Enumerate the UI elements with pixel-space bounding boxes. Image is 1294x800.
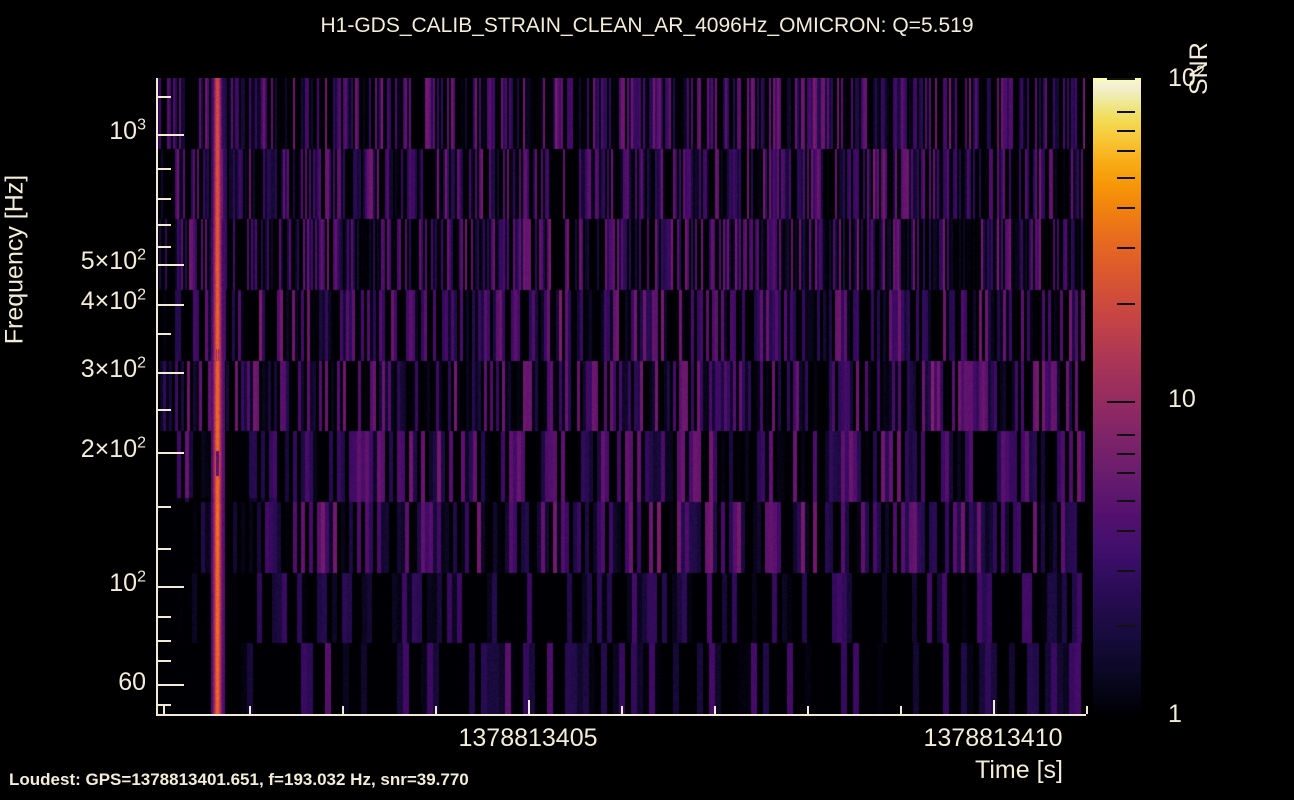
y-tick-1000 (158, 134, 184, 136)
page-title: H1-GDS_CALIB_STRAIN_CLEAN_AR_4096Hz_OMIC… (320, 14, 974, 37)
colorbar-minor-tick (1117, 625, 1135, 627)
x-tick-1378813410 (993, 700, 995, 714)
y-minor-tick (158, 640, 171, 642)
y-tick-200 (158, 452, 184, 454)
y-ticklabel-300: 3×102 (80, 354, 146, 383)
x-axis-title: Time [s] (975, 756, 1063, 784)
x-minor-tick (435, 706, 437, 714)
y-ticklabel-100: 102 (109, 568, 146, 597)
colorbar-label-1: 1 (1168, 700, 1182, 728)
x-ticklabel-1378813405: 1378813405 (458, 724, 598, 752)
y-tick-100 (158, 586, 184, 588)
y-ticklabel-400: 4×102 (80, 286, 146, 315)
y-minor-tick (158, 506, 171, 508)
x-minor-tick (1086, 706, 1088, 714)
y-axis-line (156, 78, 158, 715)
y-ticklabel-1000: 103 (109, 116, 146, 145)
y-tick-60 (158, 684, 184, 686)
colorbar-minor-tick (1117, 472, 1135, 474)
y-minor-tick (158, 660, 171, 662)
y-minor-tick (158, 168, 171, 170)
y-minor-tick (158, 198, 171, 200)
x-minor-tick (807, 706, 809, 714)
x-minor-tick (342, 706, 344, 714)
colorbar-minor-tick (1117, 570, 1135, 572)
colorbar-title: SNR (1185, 42, 1213, 95)
x-ticklabel-1378813410: 1378813410 (923, 724, 1063, 752)
y-tick-300 (158, 372, 184, 374)
y-ticklabel-200: 2×102 (80, 434, 146, 463)
spectrogram-canvas (157, 78, 1085, 714)
colorbar-minor-tick (1117, 177, 1135, 179)
x-minor-tick (249, 706, 251, 714)
loudest-event-status: Loudest: GPS=1378813401.651, f=193.032 H… (9, 770, 469, 789)
y-minor-tick (158, 96, 171, 98)
colorbar-minor-tick (1117, 434, 1135, 436)
x-minor-tick (714, 706, 716, 714)
x-minor-tick (163, 706, 165, 714)
colorbar-minor-tick (1117, 150, 1135, 152)
y-minor-tick (158, 409, 171, 411)
colorbar-minor-tick (1117, 111, 1135, 113)
colorbar-minor-tick (1117, 247, 1135, 249)
colorbar-minor-tick (1117, 207, 1135, 209)
colorbar-minor-tick (1117, 530, 1135, 532)
colorbar-label-100: 102 (1168, 63, 1205, 92)
y-minor-tick (158, 548, 171, 550)
y-minor-tick (158, 224, 171, 226)
x-axis-line (156, 714, 1086, 716)
y-tick-400 (158, 304, 184, 306)
colorbar-label-10: 10 (1168, 385, 1196, 413)
spectrogram-plot-area[interactable] (157, 78, 1085, 714)
y-ticklabel-500: 5×102 (80, 246, 146, 275)
colorbar (1093, 78, 1141, 714)
y-axis-title: Frequency [Hz] (0, 174, 29, 345)
colorbar-tick-10 (1107, 401, 1135, 403)
x-tick-1378813405 (528, 700, 530, 714)
colorbar-minor-tick (1117, 303, 1135, 305)
colorbar-minor-tick (1117, 500, 1135, 502)
colorbar-tick-100 (1107, 78, 1135, 80)
y-minor-tick (158, 704, 171, 706)
y-minor-tick (158, 333, 171, 335)
x-minor-tick (621, 706, 623, 714)
y-ticklabel-60: 60 (118, 668, 146, 696)
y-minor-tick (158, 616, 171, 618)
colorbar-minor-tick (1117, 453, 1135, 455)
y-minor-tick (158, 246, 171, 248)
y-tick-500 (158, 264, 184, 266)
x-minor-tick (900, 706, 902, 714)
colorbar-minor-tick (1117, 130, 1135, 132)
